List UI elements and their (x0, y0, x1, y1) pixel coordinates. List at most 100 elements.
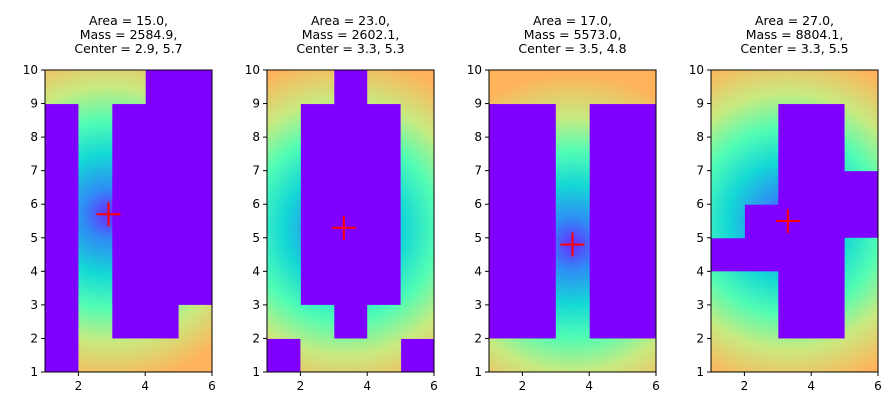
x-tick-label: 2 (519, 379, 527, 393)
heatmap-cell (400, 170, 434, 205)
heatmap-cell (367, 304, 402, 339)
subplot-title-line: Mass = 2584.9, (80, 27, 178, 42)
heatmap-cell (711, 338, 878, 372)
heatmap-cell (400, 137, 434, 172)
y-tick-label: 4 (696, 264, 704, 278)
y-tick-label: 1 (696, 365, 704, 379)
y-tick-label: 7 (474, 164, 482, 178)
subplot-title-line: Center = 2.9, 5.7 (74, 41, 182, 56)
y-tick-label: 7 (30, 164, 38, 178)
y-tick-label: 8 (30, 130, 38, 144)
y-tick-label: 9 (696, 97, 704, 111)
heatmap-cell (78, 137, 113, 172)
subplot-title-line: Area = 17.0, (533, 13, 612, 28)
heatmap-cell (844, 237, 878, 339)
y-tick-label: 5 (696, 231, 704, 245)
heatmap-cell (300, 70, 335, 105)
y-tick-label: 5 (474, 231, 482, 245)
heatmap-cell (367, 70, 402, 105)
x-tick-label: 2 (75, 379, 83, 393)
subplot-title-line: Center = 3.3, 5.5 (740, 41, 848, 56)
subplot-1: 1 2 3 4 5 6 7 8 9 10 2 4 6 Area = 15.0,Mass = 2584.9,… (23, 13, 216, 393)
x-tick-label: 4 (585, 379, 593, 393)
y-tick-label: 3 (252, 298, 260, 312)
x-tick-label: 6 (874, 379, 882, 393)
x-tick-label: 2 (741, 379, 749, 393)
y-tick-label: 3 (696, 298, 704, 312)
heatmap-cell (78, 271, 113, 306)
heatmap-cell (711, 103, 745, 239)
heatmap-cell (333, 338, 368, 372)
y-tick-label: 7 (252, 164, 260, 178)
subplot-title-line: Mass = 2602.1, (302, 27, 400, 42)
heatmap-cell (178, 304, 212, 339)
heatmap-cell (267, 70, 301, 339)
heatmap-cell (711, 271, 779, 339)
y-tick-label: 2 (30, 331, 38, 345)
x-tick-label: 4 (363, 379, 371, 393)
heatmap-cell (78, 103, 113, 138)
center-marker (331, 215, 356, 240)
heatmap-cell (111, 338, 146, 372)
heatmap-cell (400, 271, 434, 306)
y-tick-label: 2 (696, 331, 704, 345)
y-tick-label: 1 (30, 365, 38, 379)
x-tick-label: 6 (208, 379, 216, 393)
subplot-title-line: Area = 23.0, (311, 13, 390, 28)
y-tick-label: 4 (30, 264, 38, 278)
heatmap-cell (400, 70, 434, 105)
y-tick-label: 9 (30, 97, 38, 111)
axes-frame (710, 69, 879, 373)
subplot-title-line: Area = 27.0, (755, 13, 834, 28)
heatmap-cell (555, 103, 590, 339)
subplot-title-line: Mass = 5573.0, (524, 27, 622, 42)
heatmap-cell (178, 338, 212, 372)
y-tick-label: 9 (252, 97, 260, 111)
y-tick-label: 5 (252, 231, 260, 245)
heatmap-cell (45, 70, 79, 105)
axes-frame (488, 69, 657, 373)
heatmap-cell (400, 103, 434, 138)
heatmap-cell (78, 170, 113, 205)
heatmap-cell (300, 304, 335, 339)
y-tick-label: 6 (30, 197, 38, 211)
heatmap-cell (489, 70, 656, 105)
heatmap-cell (489, 338, 656, 372)
y-tick-label: 10 (467, 63, 482, 77)
heatmap-cell (367, 338, 402, 372)
x-tick-label: 6 (430, 379, 438, 393)
heatmap-cell (78, 204, 113, 239)
heatmap-cell (78, 70, 113, 105)
axes-frame (266, 69, 435, 373)
heatmap-cell (744, 103, 779, 205)
y-tick-label: 6 (474, 197, 482, 211)
y-tick-label: 8 (252, 130, 260, 144)
y-tick-label: 8 (474, 130, 482, 144)
heatmap-cell (711, 70, 878, 105)
axes-frame (44, 69, 213, 373)
y-tick-label: 2 (252, 331, 260, 345)
y-tick-label: 6 (252, 197, 260, 211)
y-tick-label: 2 (474, 331, 482, 345)
y-tick-label: 8 (696, 130, 704, 144)
y-tick-label: 10 (23, 63, 38, 77)
x-tick-label: 2 (297, 379, 305, 393)
y-tick-label: 9 (474, 97, 482, 111)
heatmap-cell (400, 237, 434, 272)
subplot-title-line: Area = 15.0, (89, 13, 168, 28)
y-tick-label: 1 (474, 365, 482, 379)
x-tick-label: 4 (141, 379, 149, 393)
heatmap-cell (78, 338, 113, 372)
center-marker (96, 202, 121, 227)
center-marker (560, 232, 585, 257)
y-tick-label: 10 (689, 63, 704, 77)
y-tick-label: 10 (245, 63, 260, 77)
y-tick-label: 1 (252, 365, 260, 379)
subplot-title-line: Center = 3.3, 5.3 (296, 41, 404, 56)
heatmap-cell (111, 70, 146, 105)
y-tick-label: 7 (696, 164, 704, 178)
x-tick-label: 4 (807, 379, 815, 393)
y-tick-label: 3 (474, 298, 482, 312)
heatmap-cell (145, 338, 180, 372)
